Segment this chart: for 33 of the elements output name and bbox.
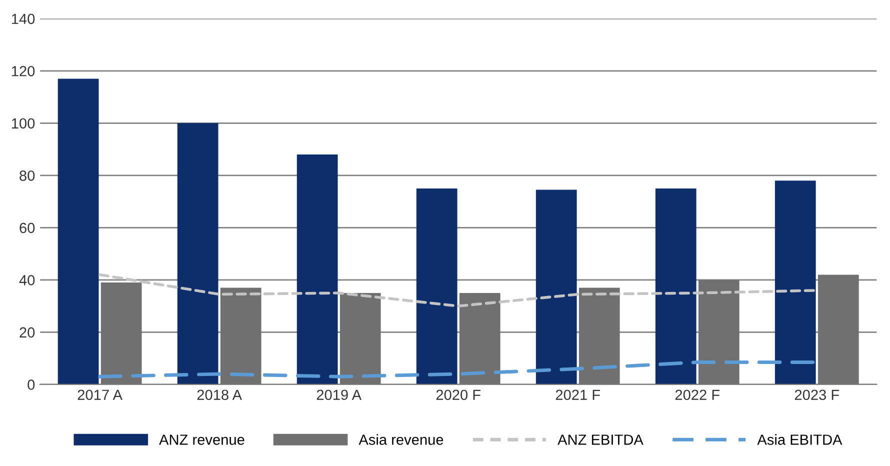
- x-tick-label: 2023 F: [794, 390, 840, 400]
- x-tick-label: 2017 A: [78, 390, 122, 400]
- bar: [578, 288, 620, 384]
- x-tick-label: 2021 F: [556, 390, 600, 400]
- bar: [459, 293, 500, 384]
- y-tick-label: 60: [20, 222, 35, 234]
- legend-label: Asia EBITDA: [757, 434, 842, 445]
- x-tick-label: 2018 A: [197, 390, 242, 400]
- y-tick-label: 20: [20, 327, 35, 338]
- x-tick-label: 2020 F: [436, 390, 480, 400]
- bar: [100, 282, 142, 384]
- bar: [698, 280, 740, 384]
- legend-label: ANZ revenue: [159, 434, 244, 445]
- bar: [296, 154, 338, 384]
- legend-label: Asia revenue: [358, 434, 444, 445]
- y-tick-label: 80: [20, 170, 35, 181]
- bar: [774, 180, 816, 384]
- bar: [58, 78, 99, 384]
- bar: [818, 274, 859, 384]
- y-tick-label: 140: [12, 14, 35, 24]
- bar: [536, 190, 577, 384]
- y-tick-label: 0: [28, 380, 35, 390]
- legend-label: ANZ EBITDA: [558, 434, 644, 445]
- y-tick-label: 40: [19, 275, 35, 286]
- bar: [655, 188, 696, 384]
- bar: [416, 188, 458, 384]
- bar: [177, 123, 218, 384]
- x-tick-label: 2019 A: [316, 390, 362, 400]
- y-tick-label: 120: [12, 66, 35, 76]
- x-tick-label: 2022 F: [675, 390, 720, 400]
- y-tick-label: 100: [12, 118, 35, 129]
- bar: [220, 288, 262, 384]
- bar: [340, 293, 381, 384]
